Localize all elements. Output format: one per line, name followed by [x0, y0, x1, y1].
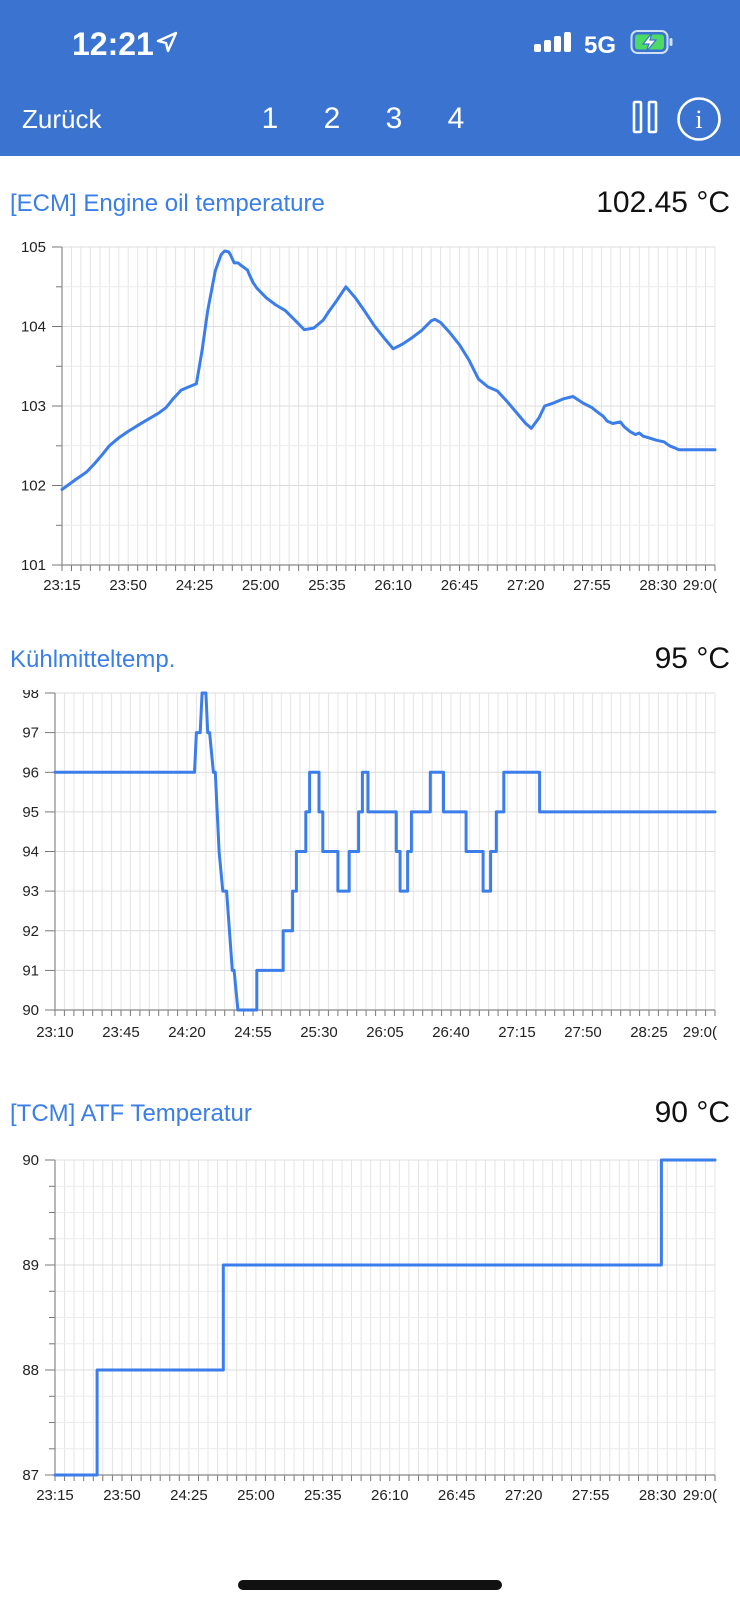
y-tick-label: 95 [22, 804, 39, 821]
y-tick-label: 104 [21, 319, 46, 336]
tab-3[interactable]: 3 [385, 102, 403, 135]
pause-icon[interactable] [632, 100, 658, 134]
y-tick-label: 92 [22, 923, 39, 940]
battery-charging-icon [630, 30, 673, 54]
y-tick-label: 97 [22, 725, 39, 742]
x-tick-label: 23:50 [103, 1487, 141, 1504]
x-tick-label: 26:10 [374, 577, 412, 594]
x-tick-label: 28:30 [639, 1487, 677, 1504]
y-tick-label: 105 [21, 239, 46, 256]
series-line [60, 249, 717, 491]
chart-value-atf-temp: 90 °C [654, 1096, 730, 1129]
status-time: 12:21 [72, 26, 154, 62]
x-tick-label: 23:50 [109, 577, 147, 594]
series-line [53, 691, 717, 1012]
x-tick-label: 26:40 [432, 1024, 470, 1041]
info-icon[interactable]: i [676, 96, 722, 142]
y-tick-label: 96 [22, 764, 39, 781]
x-tick-label: 26:45 [438, 1487, 476, 1504]
x-tick-label: 28:25 [630, 1024, 668, 1041]
oil-temp-chart[interactable]: 101 102 103 104 105 23:15 23:50 24:25 25:00 25:35… [0, 230, 740, 620]
x-tick-label: 23:45 [102, 1024, 140, 1041]
tab-4[interactable]: 4 [447, 102, 465, 135]
signal-bars-icon [534, 32, 571, 52]
x-tick-label: 25:30 [300, 1024, 338, 1041]
y-tick-label: 103 [21, 398, 46, 415]
x-tick-label: 25:35 [304, 1487, 342, 1504]
x-tick-label: 26:45 [441, 577, 479, 594]
top-bar: 12:21 5G Zurück 1 2 3 4 i [0, 0, 740, 156]
series-line [53, 1158, 717, 1477]
y-tick-label: 98 [22, 690, 39, 702]
chart-title-oil-temp: [ECM] Engine oil temperature [10, 190, 325, 217]
x-tick-label: 26:05 [366, 1024, 404, 1041]
x-tick-label: 24:55 [234, 1024, 272, 1041]
x-tick-label: 23:10 [36, 1024, 74, 1041]
x-tick-label: 27:20 [505, 1487, 543, 1504]
x-tick-label: 23:15 [43, 577, 81, 594]
x-tick-label: 26:10 [371, 1487, 409, 1504]
y-tick-label: 89 [22, 1257, 39, 1274]
tab-1[interactable]: 1 [261, 102, 279, 135]
y-tick-label: 90 [22, 1152, 39, 1169]
atf-temp-chart[interactable]: 87 88 89 90 23:15 23:50 24:25 25:00 25:35 26:10 26… [0, 1150, 740, 1540]
location-arrow-icon [156, 31, 178, 53]
network-type: 5G [584, 32, 617, 59]
y-tick-label: 91 [22, 962, 39, 979]
x-tick-label: 24:25 [176, 577, 214, 594]
x-tick-label: 29:0( [683, 577, 717, 594]
x-tick-label: 24:20 [168, 1024, 206, 1041]
x-tick-label: 25:35 [308, 577, 346, 594]
chart-value-oil-temp: 102.45 °C [596, 186, 730, 219]
x-tick-label: 28:30 [639, 577, 677, 594]
x-tick-label: 27:50 [564, 1024, 602, 1041]
x-tick-label: 27:20 [507, 577, 545, 594]
x-tick-label: 24:25 [170, 1487, 208, 1504]
x-tick-label: 23:15 [36, 1487, 74, 1504]
chart-title-atf-temp: [TCM] ATF Temperatur [10, 1100, 252, 1127]
y-tick-label: 93 [22, 883, 39, 900]
chart-title-coolant-temp: Kühlmitteltemp. [10, 646, 176, 673]
y-tick-label: 88 [22, 1362, 39, 1379]
info-icon-label: i [695, 105, 702, 134]
y-tick-label: 90 [22, 1002, 39, 1019]
x-tick-label: 25:00 [242, 577, 280, 594]
x-tick-label: 27:55 [573, 577, 611, 594]
x-tick-label: 29:0( [683, 1024, 717, 1041]
x-tick-label: 27:55 [572, 1487, 610, 1504]
back-button[interactable]: Zurück [22, 104, 102, 134]
x-tick-label: 29:0( [683, 1487, 717, 1504]
home-indicator [238, 1580, 502, 1590]
tab-2[interactable]: 2 [323, 102, 341, 135]
x-tick-label: 27:15 [498, 1024, 536, 1041]
chart-value-coolant-temp: 95 °C [654, 642, 730, 675]
y-tick-label: 102 [21, 478, 46, 495]
y-tick-label: 87 [22, 1467, 39, 1484]
y-tick-label: 94 [22, 844, 39, 861]
x-tick-label: 25:00 [237, 1487, 275, 1504]
y-tick-label: 101 [21, 557, 46, 574]
coolant-temp-chart[interactable]: 90 91 92 93 94 95 96 97 98 23:10 23:45 24:20 24:55 25… [0, 690, 740, 1075]
